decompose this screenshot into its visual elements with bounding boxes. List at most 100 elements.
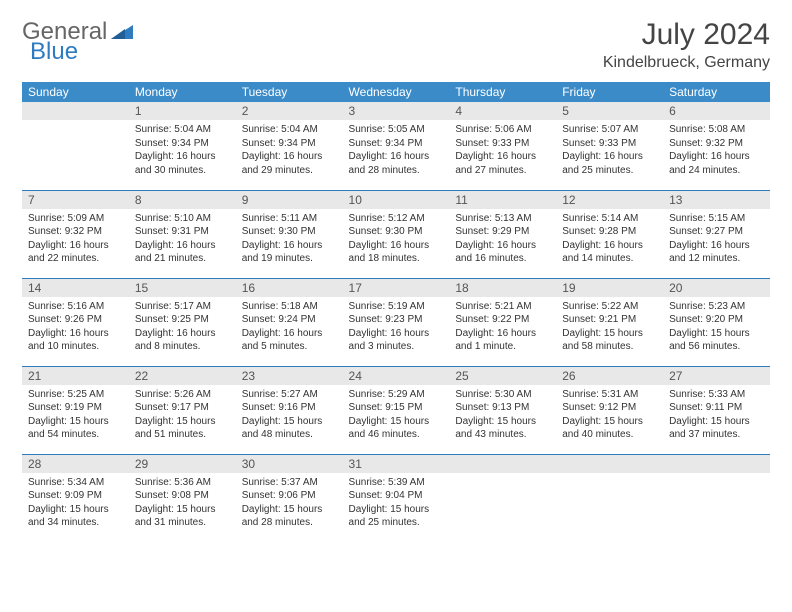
day-details: Sunrise: 5:29 AMSunset: 9:15 PMDaylight:…	[343, 385, 450, 448]
day-details: Sunrise: 5:22 AMSunset: 9:21 PMDaylight:…	[556, 297, 663, 360]
calendar-day-cell: 6Sunrise: 5:08 AMSunset: 9:32 PMDaylight…	[663, 102, 770, 190]
location-label: Kindelbrueck, Germany	[603, 54, 770, 72]
day-details: Sunrise: 5:19 AMSunset: 9:23 PMDaylight:…	[343, 297, 450, 360]
weekday-header: Saturday	[663, 82, 770, 102]
day-details: Sunrise: 5:08 AMSunset: 9:32 PMDaylight:…	[663, 120, 770, 183]
calendar-day-cell: 13Sunrise: 5:15 AMSunset: 9:27 PMDayligh…	[663, 190, 770, 278]
sunrise-text: Sunrise: 5:33 AM	[669, 388, 764, 402]
daylight-text: Daylight: 16 hours and 14 minutes.	[562, 239, 657, 266]
daylight-text: Daylight: 16 hours and 22 minutes.	[28, 239, 123, 266]
sunrise-text: Sunrise: 5:31 AM	[562, 388, 657, 402]
sunrise-text: Sunrise: 5:12 AM	[349, 212, 444, 226]
sunset-text: Sunset: 9:08 PM	[135, 489, 230, 503]
calendar-day-cell: 5Sunrise: 5:07 AMSunset: 9:33 PMDaylight…	[556, 102, 663, 190]
day-details: Sunrise: 5:27 AMSunset: 9:16 PMDaylight:…	[236, 385, 343, 448]
sunset-text: Sunset: 9:30 PM	[349, 225, 444, 239]
sunrise-text: Sunrise: 5:13 AM	[455, 212, 550, 226]
day-details: Sunrise: 5:07 AMSunset: 9:33 PMDaylight:…	[556, 120, 663, 183]
sunrise-text: Sunrise: 5:23 AM	[669, 300, 764, 314]
calendar-day-cell: 12Sunrise: 5:14 AMSunset: 9:28 PMDayligh…	[556, 190, 663, 278]
day-number: 7	[22, 191, 129, 209]
day-number: 21	[22, 367, 129, 385]
day-number: 20	[663, 279, 770, 297]
day-details	[556, 473, 663, 482]
daylight-text: Daylight: 16 hours and 12 minutes.	[669, 239, 764, 266]
calendar-day-cell	[22, 102, 129, 190]
daylight-text: Daylight: 16 hours and 25 minutes.	[562, 150, 657, 177]
day-number	[449, 455, 556, 473]
sunrise-text: Sunrise: 5:26 AM	[135, 388, 230, 402]
day-number: 31	[343, 455, 450, 473]
daylight-text: Daylight: 16 hours and 8 minutes.	[135, 327, 230, 354]
day-number	[663, 455, 770, 473]
sunset-text: Sunset: 9:24 PM	[242, 313, 337, 327]
sunrise-text: Sunrise: 5:18 AM	[242, 300, 337, 314]
day-number: 19	[556, 279, 663, 297]
day-number: 13	[663, 191, 770, 209]
day-details: Sunrise: 5:34 AMSunset: 9:09 PMDaylight:…	[22, 473, 129, 536]
day-details: Sunrise: 5:13 AMSunset: 9:29 PMDaylight:…	[449, 209, 556, 272]
day-details: Sunrise: 5:36 AMSunset: 9:08 PMDaylight:…	[129, 473, 236, 536]
day-details: Sunrise: 5:09 AMSunset: 9:32 PMDaylight:…	[22, 209, 129, 272]
weekday-header: Friday	[556, 82, 663, 102]
calendar-day-cell: 28Sunrise: 5:34 AMSunset: 9:09 PMDayligh…	[22, 454, 129, 542]
sunset-text: Sunset: 9:32 PM	[669, 137, 764, 151]
calendar-day-cell: 11Sunrise: 5:13 AMSunset: 9:29 PMDayligh…	[449, 190, 556, 278]
calendar-day-cell: 18Sunrise: 5:21 AMSunset: 9:22 PMDayligh…	[449, 278, 556, 366]
sunrise-text: Sunrise: 5:27 AM	[242, 388, 337, 402]
brand-blue-wrap: Blue	[30, 38, 78, 66]
day-number: 26	[556, 367, 663, 385]
day-details: Sunrise: 5:04 AMSunset: 9:34 PMDaylight:…	[129, 120, 236, 183]
day-details: Sunrise: 5:30 AMSunset: 9:13 PMDaylight:…	[449, 385, 556, 448]
weekday-header: Tuesday	[236, 82, 343, 102]
title-block: July 2024 Kindelbrueck, Germany	[603, 18, 770, 72]
sunset-text: Sunset: 9:32 PM	[28, 225, 123, 239]
sunset-text: Sunset: 9:20 PM	[669, 313, 764, 327]
calendar-day-cell: 10Sunrise: 5:12 AMSunset: 9:30 PMDayligh…	[343, 190, 450, 278]
sunset-text: Sunset: 9:28 PM	[562, 225, 657, 239]
weekday-header-row: Sunday Monday Tuesday Wednesday Thursday…	[22, 82, 770, 102]
day-details: Sunrise: 5:23 AMSunset: 9:20 PMDaylight:…	[663, 297, 770, 360]
sunrise-text: Sunrise: 5:04 AM	[242, 123, 337, 137]
daylight-text: Daylight: 15 hours and 31 minutes.	[135, 503, 230, 530]
sunset-text: Sunset: 9:16 PM	[242, 401, 337, 415]
calendar-day-cell: 9Sunrise: 5:11 AMSunset: 9:30 PMDaylight…	[236, 190, 343, 278]
weekday-header: Thursday	[449, 82, 556, 102]
sunrise-text: Sunrise: 5:06 AM	[455, 123, 550, 137]
day-number: 15	[129, 279, 236, 297]
day-details: Sunrise: 5:17 AMSunset: 9:25 PMDaylight:…	[129, 297, 236, 360]
day-number: 1	[129, 102, 236, 120]
sunrise-text: Sunrise: 5:08 AM	[669, 123, 764, 137]
day-number: 5	[556, 102, 663, 120]
sunrise-text: Sunrise: 5:22 AM	[562, 300, 657, 314]
sunrise-text: Sunrise: 5:07 AM	[562, 123, 657, 137]
calendar-day-cell: 30Sunrise: 5:37 AMSunset: 9:06 PMDayligh…	[236, 454, 343, 542]
weekday-header: Sunday	[22, 82, 129, 102]
day-number: 8	[129, 191, 236, 209]
day-number: 22	[129, 367, 236, 385]
sunset-text: Sunset: 9:34 PM	[242, 137, 337, 151]
daylight-text: Daylight: 16 hours and 10 minutes.	[28, 327, 123, 354]
day-details: Sunrise: 5:25 AMSunset: 9:19 PMDaylight:…	[22, 385, 129, 448]
calendar-day-cell: 8Sunrise: 5:10 AMSunset: 9:31 PMDaylight…	[129, 190, 236, 278]
day-details: Sunrise: 5:06 AMSunset: 9:33 PMDaylight:…	[449, 120, 556, 183]
day-number: 4	[449, 102, 556, 120]
calendar-day-cell: 23Sunrise: 5:27 AMSunset: 9:16 PMDayligh…	[236, 366, 343, 454]
sunset-text: Sunset: 9:06 PM	[242, 489, 337, 503]
calendar-day-cell: 22Sunrise: 5:26 AMSunset: 9:17 PMDayligh…	[129, 366, 236, 454]
day-number: 11	[449, 191, 556, 209]
month-title: July 2024	[603, 18, 770, 52]
weekday-header: Wednesday	[343, 82, 450, 102]
calendar-day-cell: 2Sunrise: 5:04 AMSunset: 9:34 PMDaylight…	[236, 102, 343, 190]
daylight-text: Daylight: 16 hours and 19 minutes.	[242, 239, 337, 266]
day-number: 12	[556, 191, 663, 209]
day-details: Sunrise: 5:37 AMSunset: 9:06 PMDaylight:…	[236, 473, 343, 536]
day-details: Sunrise: 5:14 AMSunset: 9:28 PMDaylight:…	[556, 209, 663, 272]
calendar-day-cell: 1Sunrise: 5:04 AMSunset: 9:34 PMDaylight…	[129, 102, 236, 190]
daylight-text: Daylight: 16 hours and 16 minutes.	[455, 239, 550, 266]
calendar-week-row: 14Sunrise: 5:16 AMSunset: 9:26 PMDayligh…	[22, 278, 770, 366]
day-number: 18	[449, 279, 556, 297]
sunset-text: Sunset: 9:13 PM	[455, 401, 550, 415]
day-number: 2	[236, 102, 343, 120]
calendar-body: 1Sunrise: 5:04 AMSunset: 9:34 PMDaylight…	[22, 102, 770, 542]
